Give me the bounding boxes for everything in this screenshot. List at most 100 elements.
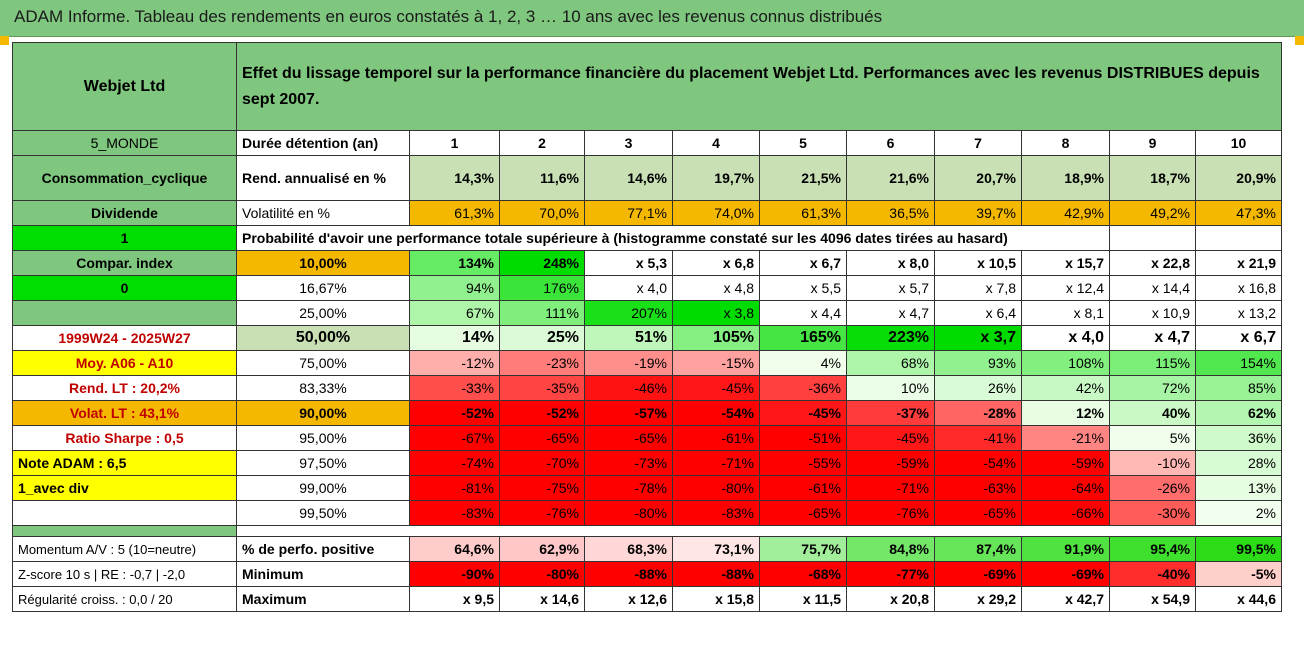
prob-cell: -80% xyxy=(672,475,760,501)
volat-label: Volatilité en % xyxy=(236,200,410,226)
prob-cell: -28% xyxy=(934,400,1022,426)
volat-cell: 61,3% xyxy=(409,200,500,226)
prob-cell: -21% xyxy=(1021,425,1110,451)
stats-cell: 68,3% xyxy=(584,536,673,562)
stats-cell: x 11,5 xyxy=(759,586,847,612)
prob-cell: -33% xyxy=(409,375,500,401)
prob-threshold: 10,00% xyxy=(236,250,410,276)
stats-cell: -90% xyxy=(409,561,500,587)
prob-cell: x 4,7 xyxy=(1109,325,1196,351)
prob-cell: -64% xyxy=(1021,475,1110,501)
prob-cell: x 16,8 xyxy=(1195,275,1282,301)
prob-cell: -65% xyxy=(759,500,847,526)
prob-row: 1_avec div 99,00% -81% -75% -78% -80% -61% -71%… xyxy=(12,475,1282,501)
period-label: 1999W24 - 2025W27 xyxy=(12,325,237,351)
volat-cell: 77,1% xyxy=(584,200,673,226)
stats-left-label: Z-score 10 s | RE : -0,7 | -2,0 xyxy=(12,561,237,587)
rend-cell: 19,7% xyxy=(672,155,760,201)
prob-threshold: 83,33% xyxy=(236,375,410,401)
prob-cell: x 3,8 xyxy=(672,300,760,326)
stats-label: % de perfo. positive xyxy=(236,536,410,562)
stats-cell: -77% xyxy=(846,561,935,587)
prob-cell: x 4,8 xyxy=(672,275,760,301)
stats-cell: 73,1% xyxy=(672,536,760,562)
prob-cell: 25% xyxy=(499,325,585,351)
prob-cell: -65% xyxy=(584,425,673,451)
prob-cell: -45% xyxy=(846,425,935,451)
stats-row: Momentum A/V : 5 (10=neutre)% de perfo. … xyxy=(12,536,1282,562)
report-title-bar: ADAM Informe. Tableau des rendements en … xyxy=(0,0,1304,37)
year-cell: 3 xyxy=(584,130,673,156)
prob-cell: -35% xyxy=(499,375,585,401)
prob-cell: x 15,7 xyxy=(1021,250,1110,276)
stats-cell: 99,5% xyxy=(1195,536,1282,562)
prob-cell: x 21,9 xyxy=(1195,250,1282,276)
prob-cell: 5% xyxy=(1109,425,1196,451)
prob-cell: -54% xyxy=(672,400,760,426)
stats-cell: x 15,8 xyxy=(672,586,760,612)
compar-index-label: Compar. index xyxy=(12,250,237,276)
prob-cell: -10% xyxy=(1109,450,1196,476)
prob-cell: -81% xyxy=(409,475,500,501)
prob-row: Volat. LT : 43,1% 90,00% -52% -52% -57% -54% -… xyxy=(12,400,1282,426)
prob-cell: 154% xyxy=(1195,350,1282,376)
table-body: Webjet Ltd Effet du lissage temporel sur… xyxy=(12,42,1282,612)
year-cell: 9 xyxy=(1109,130,1196,156)
year-cell: 8 xyxy=(1021,130,1110,156)
prob-threshold: 16,67% xyxy=(236,275,410,301)
prob-cell: -70% xyxy=(499,450,585,476)
report-title: ADAM Informe. Tableau des rendements en … xyxy=(14,7,883,26)
years-row: 5_MONDE Durée détention (an) 1 2 3 4 5 6 7 8 9 10 xyxy=(12,130,1282,156)
prob-cell: 94% xyxy=(409,275,500,301)
prob-cell: 134% xyxy=(409,250,500,276)
prob-cell: -19% xyxy=(584,350,673,376)
volat-cell: 74,0% xyxy=(672,200,760,226)
prob-cell: x 5,5 xyxy=(759,275,847,301)
zone-label: 5_MONDE xyxy=(12,130,237,156)
prob-cell: -52% xyxy=(409,400,500,426)
stats-label: Maximum xyxy=(236,586,410,612)
prob-cell: -61% xyxy=(759,475,847,501)
prob-cell: x 4,4 xyxy=(759,300,847,326)
volat-cell: 39,7% xyxy=(934,200,1022,226)
rend-cell: 21,5% xyxy=(759,155,847,201)
prob-threshold: 90,00% xyxy=(236,400,410,426)
prob-row: Rend. LT : 20,2% 83,33% -33% -35% -46% -45% -3… xyxy=(12,375,1282,401)
stats-cell: 62,9% xyxy=(499,536,585,562)
prob-cell: -30% xyxy=(1109,500,1196,526)
prob-row: Compar. index 10,00% 134% 248% x 5,3 x 6,8 x 6… xyxy=(12,250,1282,276)
prob-cell: -23% xyxy=(499,350,585,376)
stats-cell: x 54,9 xyxy=(1109,586,1196,612)
prob-cell: x 12,4 xyxy=(1021,275,1110,301)
blank-label xyxy=(12,500,237,526)
prob-row: 25,00% 67% 111% 207% x 3,8 x 4,4 x 4,7 x 6,4 x 8… xyxy=(12,300,1282,326)
year-cell: 6 xyxy=(846,130,935,156)
prob-threshold: 99,50% xyxy=(236,500,410,526)
sector-label: Consommation_cyclique xyxy=(12,155,237,201)
year-cell: 5 xyxy=(759,130,847,156)
prob-cell: x 7,8 xyxy=(934,275,1022,301)
prob-cell: -45% xyxy=(672,375,760,401)
prob-cell: 105% xyxy=(672,325,760,351)
prob-cell: -26% xyxy=(1109,475,1196,501)
stats-cell: 87,4% xyxy=(934,536,1022,562)
prob-cell: -55% xyxy=(759,450,847,476)
prob-cell: 67% xyxy=(409,300,500,326)
stats-cell: -5% xyxy=(1195,561,1282,587)
prob-cell: x 6,8 xyxy=(672,250,760,276)
prob-cell: -83% xyxy=(672,500,760,526)
spacer-cell xyxy=(236,525,1282,537)
prob-cell: -83% xyxy=(409,500,500,526)
prob-cell: 85% xyxy=(1195,375,1282,401)
volat-cell: 61,3% xyxy=(759,200,847,226)
stats-cell: x 42,7 xyxy=(1021,586,1110,612)
note-label: Note ADAM : 6,5 xyxy=(12,450,237,476)
prob-threshold: 75,00% xyxy=(236,350,410,376)
volat-cell: 49,2% xyxy=(1109,200,1196,226)
prob-cell: x 4,7 xyxy=(846,300,935,326)
prob-cell: -74% xyxy=(409,450,500,476)
prob-cell: 2% xyxy=(1195,500,1282,526)
spacer-row xyxy=(12,525,1282,537)
prob-cell: -59% xyxy=(1021,450,1110,476)
prob-cell: x 14,4 xyxy=(1109,275,1196,301)
